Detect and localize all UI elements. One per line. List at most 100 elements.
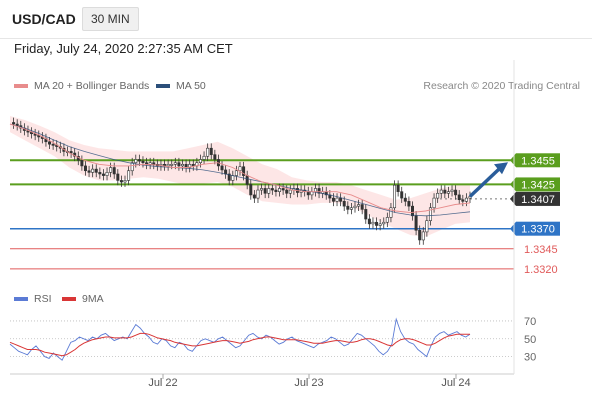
candle-body	[464, 197, 468, 202]
level-tag-1.3370	[516, 221, 560, 236]
candle-body	[152, 162, 156, 165]
x-tick-label-0: Jul 22	[148, 377, 177, 389]
candle-body	[166, 164, 170, 167]
rsi-ma-line	[9, 332, 470, 357]
candle-body	[83, 165, 87, 172]
candle-body	[335, 197, 339, 202]
candle-body	[202, 155, 206, 160]
candle-body	[342, 201, 346, 207]
candle-body	[432, 197, 436, 209]
candle-body	[267, 188, 271, 194]
legend-ma20-label: MA 20 + Bollinger Bands	[34, 80, 150, 92]
candle-body	[454, 189, 458, 196]
level-tag-1.3455	[516, 153, 560, 168]
ma50-swatch	[156, 84, 170, 89]
candle-body	[80, 159, 84, 167]
candle-body	[457, 194, 461, 201]
ma50-line	[9, 123, 471, 217]
candle-body	[439, 189, 443, 194]
candle-body	[242, 166, 246, 176]
candle-body	[249, 184, 253, 196]
candle-body	[346, 205, 350, 210]
timeframe-button[interactable]: 30 MIN	[82, 7, 139, 31]
candle-body	[270, 188, 274, 191]
candle-body	[364, 209, 368, 220]
candle-body	[130, 162, 134, 172]
bollinger-band	[10, 116, 470, 237]
candle-body	[285, 189, 289, 194]
symbol-label: USD/CAD	[12, 11, 76, 27]
candle-body	[170, 164, 174, 166]
candle-body	[234, 170, 238, 176]
candle-body	[382, 221, 386, 225]
candle-body	[137, 159, 141, 162]
candle-body	[91, 168, 95, 173]
candle-body	[263, 188, 267, 194]
rsi-swatch	[14, 297, 28, 302]
level-tag-1.3425	[516, 177, 560, 192]
candle-body	[274, 189, 278, 192]
candle-body	[339, 197, 343, 202]
candle-body	[213, 154, 217, 160]
candle-body	[48, 141, 52, 145]
x-tick-label-1: Jul 23	[294, 377, 323, 389]
candle-body	[198, 159, 202, 164]
candle-body	[256, 189, 260, 199]
rsi-tick-30: 30	[524, 352, 536, 364]
candle-body	[173, 162, 177, 165]
candle-body	[371, 221, 375, 225]
level-label-1.3425: 1.3425	[521, 179, 555, 191]
legend-rsi-ma: 9MA	[62, 293, 104, 305]
candle-body	[313, 188, 317, 192]
level-label-1.3345: 1.3345	[524, 244, 558, 256]
candle-body	[378, 223, 382, 226]
candle-body	[209, 147, 213, 155]
candle-body	[69, 151, 73, 154]
rsi-ma-swatch	[62, 297, 76, 302]
candle-body	[177, 162, 181, 167]
candle-body	[425, 220, 429, 233]
legend-rsi-ma-label: 9MA	[82, 293, 104, 305]
candle-body	[349, 207, 353, 210]
candle-body	[12, 122, 16, 125]
candle-body	[191, 164, 195, 167]
candle-body	[400, 191, 404, 199]
candle-body	[414, 215, 418, 231]
candle-body	[403, 197, 407, 202]
candle-body	[181, 164, 185, 167]
candle-body	[184, 164, 188, 168]
candle-body	[116, 173, 120, 181]
candle-body	[385, 217, 389, 223]
candle-body	[278, 188, 282, 192]
candle-body	[98, 172, 102, 175]
level-label-1.3455: 1.3455	[521, 155, 555, 167]
candle-body	[227, 173, 231, 181]
level-label-1.3320: 1.3320	[524, 264, 558, 276]
candle-body	[331, 197, 335, 202]
candle-body	[119, 180, 123, 183]
candle-body	[461, 199, 465, 202]
candle-body	[101, 173, 105, 176]
candle-body	[357, 204, 361, 207]
candle-body	[148, 162, 152, 165]
candle-body	[105, 172, 109, 176]
legend-ma20: MA 20 + Bollinger Bands	[14, 80, 149, 92]
candle-body	[396, 184, 400, 192]
candle-body	[134, 159, 138, 164]
candle-body	[252, 194, 256, 199]
candle-body	[410, 205, 414, 217]
candle-body	[418, 230, 422, 241]
candle-body	[109, 167, 113, 173]
candle-body	[436, 192, 440, 199]
candle-body	[288, 189, 292, 194]
candle-body	[281, 188, 285, 191]
candle-body	[238, 166, 242, 172]
candle-body	[443, 189, 447, 194]
candle-body	[231, 175, 235, 181]
candle-body	[220, 165, 224, 171]
candle-body	[375, 221, 379, 226]
legend-ma50-label: MA 50	[176, 80, 206, 92]
candle-body	[141, 160, 145, 163]
candle-body	[367, 218, 371, 225]
